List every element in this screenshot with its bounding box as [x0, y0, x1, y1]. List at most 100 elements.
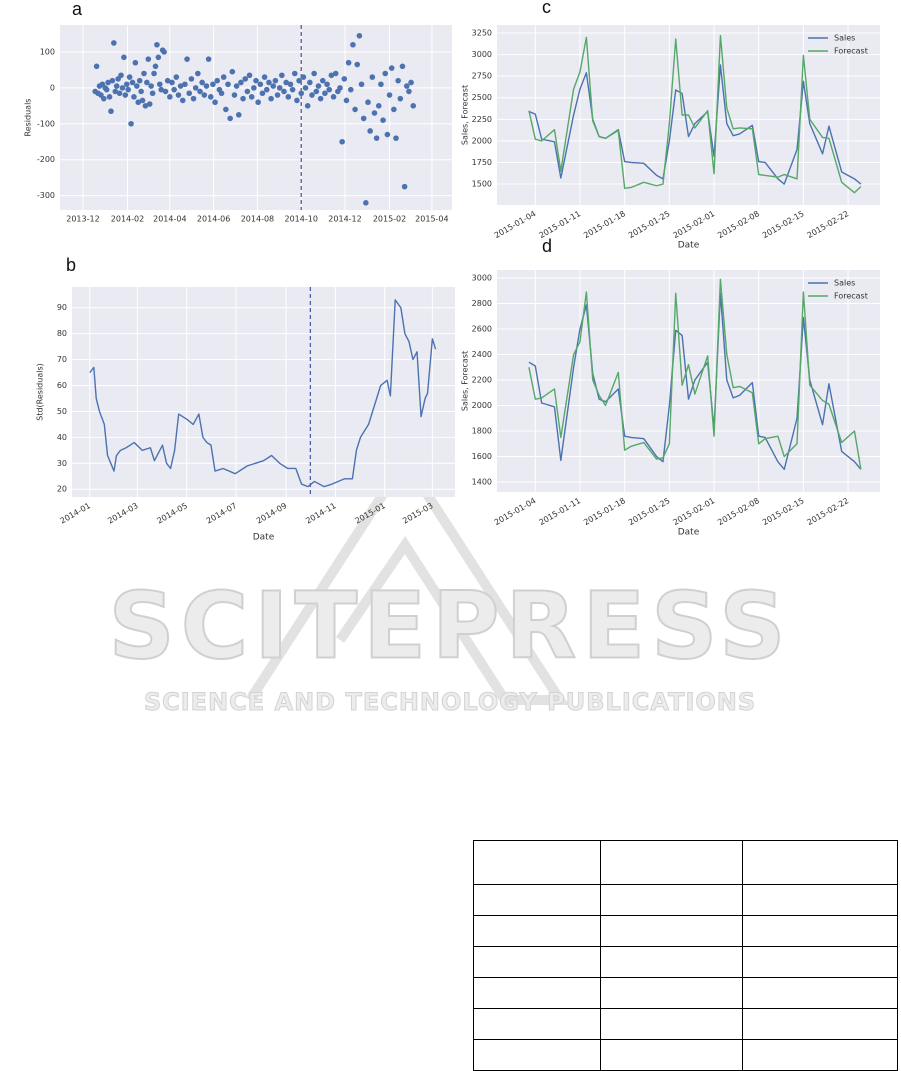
data-point: [223, 106, 229, 113]
data-point: [179, 97, 186, 104]
data-point: [142, 103, 149, 109]
data-point: [298, 90, 305, 97]
x-tick-label: 2015-02-08: [716, 209, 761, 240]
x-tick-label: 2014-08: [241, 215, 274, 224]
x-tick-label: 2015-02-01: [672, 496, 717, 527]
y-tick-label: 30: [57, 459, 67, 468]
data-point: [406, 88, 412, 95]
data-point: [393, 135, 399, 141]
data-point: [229, 68, 236, 75]
data-point: [225, 81, 231, 88]
y-tick-label: 2800: [472, 299, 492, 308]
data-point: [151, 70, 157, 77]
data-point: [154, 41, 160, 48]
data-point: [313, 88, 320, 95]
data-point: [341, 76, 348, 82]
legend-label: Forecast: [834, 47, 868, 56]
data-point: [188, 76, 195, 82]
table-row: [473, 1008, 898, 1040]
x-tick-label: 2015-01-25: [627, 496, 672, 527]
data-point: [360, 115, 367, 122]
data-point: [354, 61, 361, 68]
data-point: [378, 81, 384, 88]
data-point: [283, 79, 289, 86]
data-point: [177, 83, 184, 89]
data-point: [375, 103, 382, 109]
y-tick-label: 80: [57, 329, 67, 338]
data-point: [270, 83, 277, 89]
table-row: [473, 946, 898, 978]
table-row: [473, 884, 898, 916]
data-line: [89, 299, 437, 488]
data-point: [251, 85, 257, 91]
x-tick-label: 2014-07: [205, 501, 238, 526]
data-point: [347, 86, 354, 93]
data-point: [255, 99, 261, 106]
data-point: [328, 72, 335, 79]
data-point: [109, 77, 116, 84]
data-point: [205, 56, 212, 62]
data-point: [231, 92, 238, 98]
x-tick-label: 2015-02-15: [761, 496, 806, 527]
data-point: [162, 88, 169, 95]
data-point: [266, 79, 272, 86]
data-point: [238, 79, 244, 86]
data-point: [371, 110, 378, 116]
data-point: [399, 63, 406, 70]
legend-label: Sales: [834, 279, 855, 288]
data-point: [126, 74, 133, 80]
y-tick-label: 1800: [472, 427, 492, 436]
data-point: [201, 92, 208, 98]
data-point: [369, 74, 376, 80]
data-point: [195, 70, 201, 77]
table-cell: [473, 946, 601, 978]
data-point: [135, 99, 142, 106]
table-row: [473, 1039, 898, 1071]
table-cell: [473, 1008, 601, 1040]
data-point: [289, 86, 296, 93]
data-point: [386, 92, 393, 98]
x-tick-label: 2015-03: [401, 501, 434, 526]
data-point: [358, 81, 365, 88]
table-cell: [600, 977, 743, 1009]
x-tick-label: 2015-02-22: [806, 496, 851, 527]
data-point: [339, 138, 345, 145]
y-tick-label: 2750: [472, 72, 492, 81]
data-point: [246, 72, 253, 79]
data-point: [356, 32, 363, 39]
x-axis-label: Date: [253, 533, 275, 543]
panel-label: b: [66, 255, 76, 275]
data-point: [304, 103, 311, 109]
y-tick-label: 70: [57, 355, 67, 364]
x-tick-label: 2015-01-04: [493, 496, 538, 527]
data-point: [171, 86, 177, 93]
legend-label: Sales: [834, 34, 855, 43]
data-point: [388, 65, 395, 71]
data-point: [317, 95, 324, 102]
x-tick-label: 2014-05: [156, 501, 189, 526]
data-point: [149, 90, 156, 97]
data-line: [528, 278, 862, 470]
data-point: [324, 81, 330, 88]
data-point: [261, 74, 268, 80]
data-point: [119, 85, 126, 91]
table-cell: [742, 1039, 898, 1071]
data-point: [326, 86, 333, 93]
y-tick-label: 2000: [472, 401, 492, 410]
table-cell: [473, 840, 601, 885]
panel-label: d: [542, 236, 552, 256]
table-cell: [600, 915, 743, 947]
table-row: [473, 915, 898, 947]
x-axis-label: Date: [678, 528, 700, 538]
y-axis-label: Residuals: [24, 99, 33, 137]
x-tick-label: 2014-04: [153, 215, 186, 224]
data-point: [380, 117, 386, 123]
x-tick-label: 2015-02: [373, 215, 406, 224]
table-cell: [742, 946, 898, 978]
watermark-subtitle: SCIENCE AND TECHNOLOGY PUBLICATIONS: [144, 688, 756, 716]
y-tick-label: 1500: [472, 180, 492, 189]
x-tick-label: 2014-01: [59, 501, 92, 526]
data-point: [296, 77, 302, 84]
table-row: [473, 840, 898, 885]
data-point: [164, 77, 171, 84]
